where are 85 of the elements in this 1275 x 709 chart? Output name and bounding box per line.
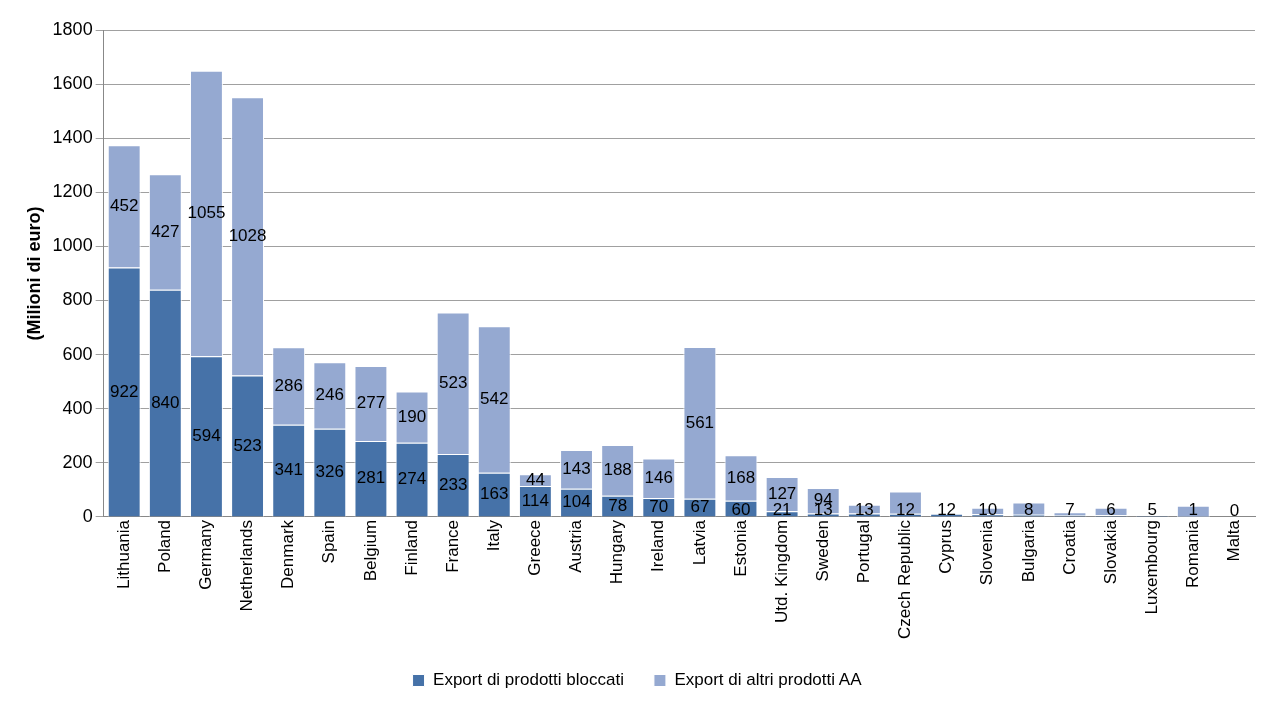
x-tick-label: Croatia [1059,519,1079,575]
y-tick-label: 1400 [52,127,93,148]
legend-label: Export di altri prodotti AA [674,670,863,690]
data-label: 523 [233,435,262,455]
data-label: 523 [438,372,468,392]
y-axis-title: (Milioni di euro) [23,206,44,341]
x-tick-label: Austria [566,519,586,573]
data-label: 21 [772,500,792,520]
x-tick-label: Slovakia [1100,519,1120,585]
legend-label: Export di prodotti bloccati [433,670,624,690]
x-tick-label: Portugal [854,519,874,584]
data-label: 163 [480,484,509,504]
data-label: 840 [151,392,180,412]
data-label: 326 [315,462,344,482]
data-label: 277 [356,393,386,413]
y-tick-label: 0 [82,505,93,526]
data-label: 281 [356,468,386,488]
x-tick-label: Bulgaria [1018,519,1038,583]
y-tick-label: 800 [62,289,93,310]
x-tick-label: Sweden [812,519,832,582]
y-tick-label: 1600 [52,73,93,94]
y-tick-label: 400 [62,397,93,418]
x-tick-label: Poland [155,519,175,573]
y-tick-label: 600 [62,343,93,364]
data-label: 114 [521,490,549,510]
data-label: 233 [438,474,468,494]
data-label: 67 [690,497,710,517]
data-label: 1 [1188,500,1199,520]
data-label: 168 [726,467,756,487]
x-tick-label: Finland [401,519,421,576]
x-tick-label: Luxembourg [1141,519,1161,615]
data-label: 10 [978,500,998,520]
data-label: 6 [1106,500,1116,520]
data-label: 7 [1065,500,1075,520]
x-tick-label: Lithuania [113,519,133,589]
data-label: 427 [151,221,180,241]
data-label: 44 [525,469,545,489]
y-tick-label: 200 [62,451,93,472]
data-label: 143 [562,459,591,479]
data-label: 12 [896,500,915,520]
x-tick-label: Netherlands [237,519,257,612]
data-label: 561 [685,412,715,432]
data-label: 70 [649,496,669,516]
data-label: 922 [110,381,139,401]
x-tick-label: Spain [319,519,339,564]
data-label: 542 [480,389,509,409]
y-tick-label: 1800 [52,18,93,39]
data-label: 286 [274,375,303,395]
data-label: 60 [731,500,751,520]
x-tick-label: Czech Republic [895,519,915,639]
data-label: 127 [767,483,797,503]
x-tick-label: Slovenia [977,519,997,586]
data-label: 8 [1024,500,1034,520]
data-label: 1055 [187,203,226,223]
data-label: 13 [854,500,874,520]
data-label: 146 [644,467,673,487]
x-tick-label: Latvia [689,519,709,566]
x-tick-label: Italy [483,519,503,552]
x-tick-label: Cyprus [936,519,956,574]
x-tick-label: Germany [196,519,216,590]
x-tick-label: Denmark [278,519,298,589]
data-label: 0 [1229,500,1240,520]
data-label: 452 [110,196,139,216]
x-tick-label: Estonia [730,519,750,577]
x-tick-label: Malta [1224,519,1244,562]
x-tick-label: Greece [525,519,545,576]
x-tick-label: Romania [1183,519,1203,588]
data-label: 341 [274,460,303,480]
x-tick-label: Belgium [360,519,380,582]
data-label: 594 [192,426,221,446]
x-tick-label: France [442,519,462,573]
data-label: 188 [603,460,632,480]
x-tick-label: Hungary [607,519,627,585]
data-label: 5 [1147,500,1157,520]
y-tick-label: 1000 [52,235,93,256]
data-label: 78 [608,495,628,515]
x-tick-label: Utd. Kingdom [771,519,791,623]
data-label: 104 [562,492,591,512]
y-tick-label: 1200 [52,181,93,202]
data-label: 246 [315,385,344,405]
data-label: 274 [397,469,427,489]
data-label: 190 [397,406,427,426]
x-tick-label: Ireland [648,519,668,572]
data-label: 12 [937,500,957,520]
data-label: 1028 [228,226,267,246]
